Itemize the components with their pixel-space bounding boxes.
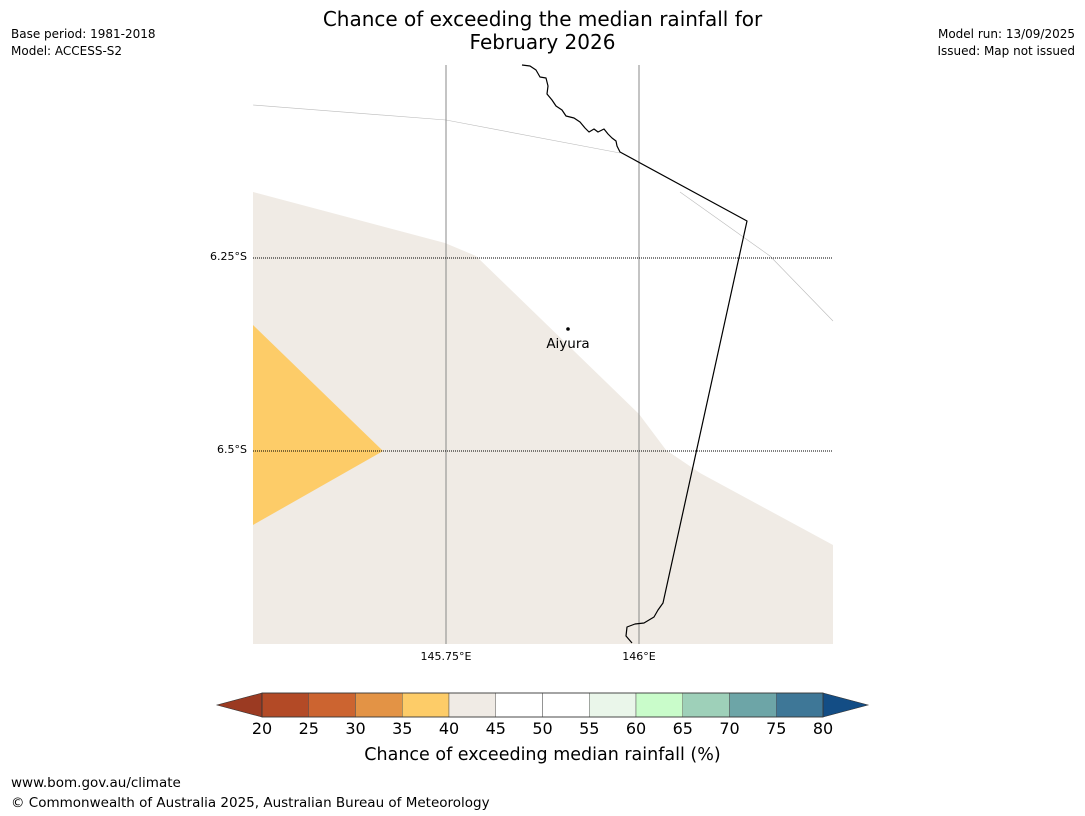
colorbar-segment xyxy=(729,692,777,718)
model-run: Model run: 13/09/2025 xyxy=(937,27,1075,41)
footer-copyright: © Commonwealth of Australia 2025, Austra… xyxy=(11,795,490,811)
colorbar-tick-label: 75 xyxy=(766,719,787,738)
colorbar-segment xyxy=(776,692,824,718)
colorbar-extend-high xyxy=(822,692,870,718)
model-name: Model: ACCESS-S2 xyxy=(11,44,123,58)
colorbar-label: Chance of exceeding median rainfall (%) xyxy=(364,745,721,765)
colorbar-segment xyxy=(355,692,403,718)
boundary-line-east xyxy=(679,191,834,322)
lon-label-145-75: 145.75°E xyxy=(420,650,472,663)
colorbar-tick-label: 80 xyxy=(812,719,834,738)
issued-status: Issued: Map not issued xyxy=(937,44,1075,58)
place-label-aiyura: Aiyura xyxy=(546,336,590,352)
colorbar-tick-label: 30 xyxy=(345,719,366,738)
colorbar-tick-label: 50 xyxy=(532,719,553,738)
region-40-45 xyxy=(253,192,833,644)
colorbar-segment xyxy=(589,692,637,718)
title-line-1: Chance of exceeding the median rainfall … xyxy=(322,7,763,31)
region-35-40 xyxy=(253,325,383,525)
place-marker-aiyura xyxy=(566,327,570,331)
province-boundary xyxy=(521,64,748,644)
colorbar-segment xyxy=(682,692,730,718)
colorbar-tick-label: 60 xyxy=(625,719,647,738)
colorbar-tick-label: 25 xyxy=(298,719,319,738)
colorbar-tick-label: 35 xyxy=(392,719,413,738)
colorbar-segment xyxy=(261,692,309,718)
colorbar-segment xyxy=(495,692,543,718)
colorbar-extend-low xyxy=(215,692,263,718)
colorbar-frame xyxy=(261,692,824,718)
colorbar-segment xyxy=(635,692,683,718)
meta-left: Base period: 1981-2018 Model: ACCESS-S2 xyxy=(11,26,156,60)
colorbar-tick-label: 55 xyxy=(579,719,600,738)
lat-label-6-5: 6.5°S xyxy=(217,443,247,456)
colorbar-segment xyxy=(448,692,496,718)
colorbar-segment xyxy=(402,692,450,718)
colorbar-tick-label: 70 xyxy=(719,719,740,738)
meta-right: Model run: 13/09/2025 Issued: Map not is… xyxy=(937,26,1075,60)
footer-url[interactable]: www.bom.gov.au/climate xyxy=(11,775,181,791)
title-line-2: February 2026 xyxy=(469,30,616,54)
colorbar-tick-label: 65 xyxy=(672,719,693,738)
map-title: Chance of exceeding the median rainfall … xyxy=(0,8,1085,54)
colorbar-segment xyxy=(542,692,590,718)
lat-label-6-25: 6.25°S xyxy=(210,250,247,263)
colorbar-tick-label: 40 xyxy=(438,719,460,738)
colorbar-tick-label: 20 xyxy=(251,719,273,738)
colorbar-ticks: 20 25 30 35 40 45 50 55 60 65 70 75 80 xyxy=(0,719,1085,741)
lon-label-146: 146°E xyxy=(622,650,656,663)
colorbar-tick-label: 45 xyxy=(485,719,506,738)
base-period: Base period: 1981-2018 xyxy=(11,27,156,41)
colorbar-segment xyxy=(308,692,356,718)
